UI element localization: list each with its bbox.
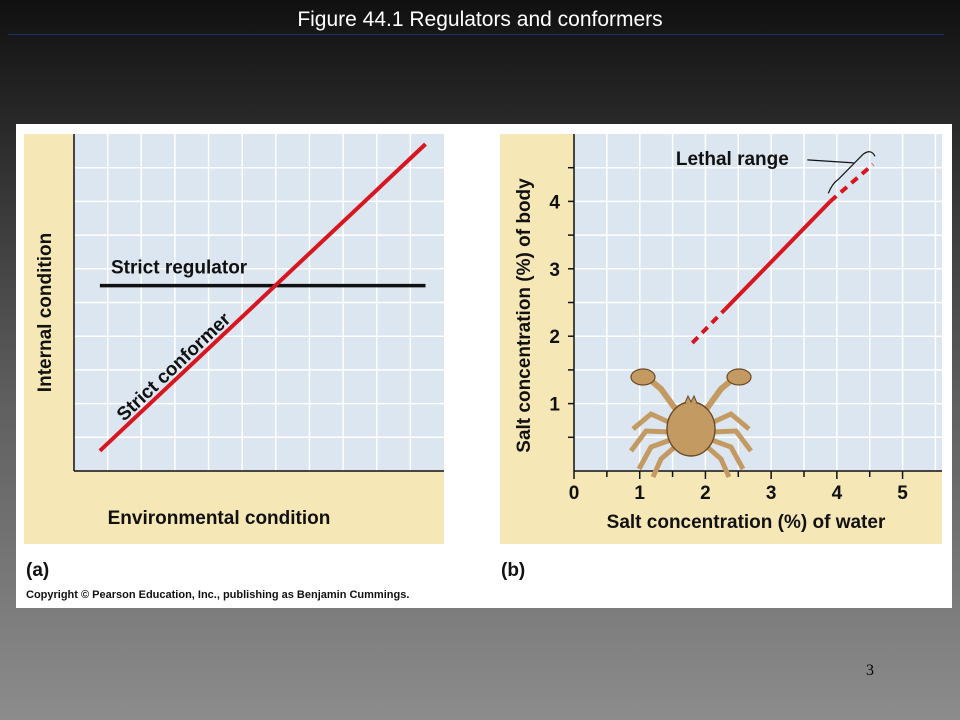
crab-illustration: [629, 368, 753, 479]
panel-b-x-tick-label: 2: [700, 483, 711, 504]
panel-b-ylabel: Salt concentration (%) of body: [514, 178, 535, 453]
figure-svg: Internal condition Environmental conditi…: [24, 134, 942, 601]
panel-a-label: (a): [26, 560, 49, 581]
panel-b-y-tick-label: 1: [549, 395, 560, 416]
panel-b-y-tick-label: 4: [549, 192, 560, 213]
lethal-range-label: Lethal range: [676, 149, 789, 170]
copyright-text: Copyright © Pearson Education, Inc., pub…: [26, 589, 409, 601]
panel-b-ticks: 0 1 2 3 4 5 1 2 3 4: [549, 166, 908, 504]
slide-title: Figure 44.1 Regulators and conformers: [297, 8, 663, 31]
strict-conformer-line: [98, 142, 427, 453]
page-number: 3: [866, 662, 874, 679]
panel-b: 0 1 2 3 4 5 1 2 3 4 Salt concentration (%) of bod…: [500, 134, 942, 581]
panel-b-x-tick-label: 4: [832, 483, 843, 504]
panel-b-x-tick-label: 1: [634, 483, 645, 504]
panel-a-axes: [73, 134, 444, 472]
strict-regulator-label: Strict regulator: [111, 258, 248, 279]
panel-b-y-tick-label: 3: [549, 260, 560, 281]
panel-b-x-tick-label: 3: [766, 483, 777, 504]
salt-solid-segment: [723, 200, 832, 311]
panel-b-y-tick-label: 2: [549, 327, 560, 348]
panel-a-xlabel: Environmental condition: [108, 508, 331, 529]
lethal-range-annotation: [807, 151, 876, 194]
panel-b-xlabel: Salt concentration (%) of water: [607, 512, 886, 533]
panel-a: Internal condition Environmental conditi…: [24, 134, 444, 581]
panel-b-series: [690, 162, 875, 345]
panel-b-label: (b): [501, 560, 525, 581]
title-divider: [8, 34, 944, 35]
panel-a-ylabel: Internal condition: [35, 233, 56, 392]
panel-b-x-tick-label: 5: [897, 483, 908, 504]
figure-panel: Internal condition Environmental conditi…: [16, 124, 952, 608]
panel-a-series: [98, 142, 427, 453]
panel-b-x-tick-label: 0: [569, 483, 580, 504]
salt-dashed-segment: [828, 162, 875, 203]
lethal-range-leader: [807, 159, 854, 164]
panel-a-grid: [74, 134, 444, 471]
lethal-range-bracket: [827, 151, 876, 194]
salt-dashed-segment: [690, 307, 727, 345]
